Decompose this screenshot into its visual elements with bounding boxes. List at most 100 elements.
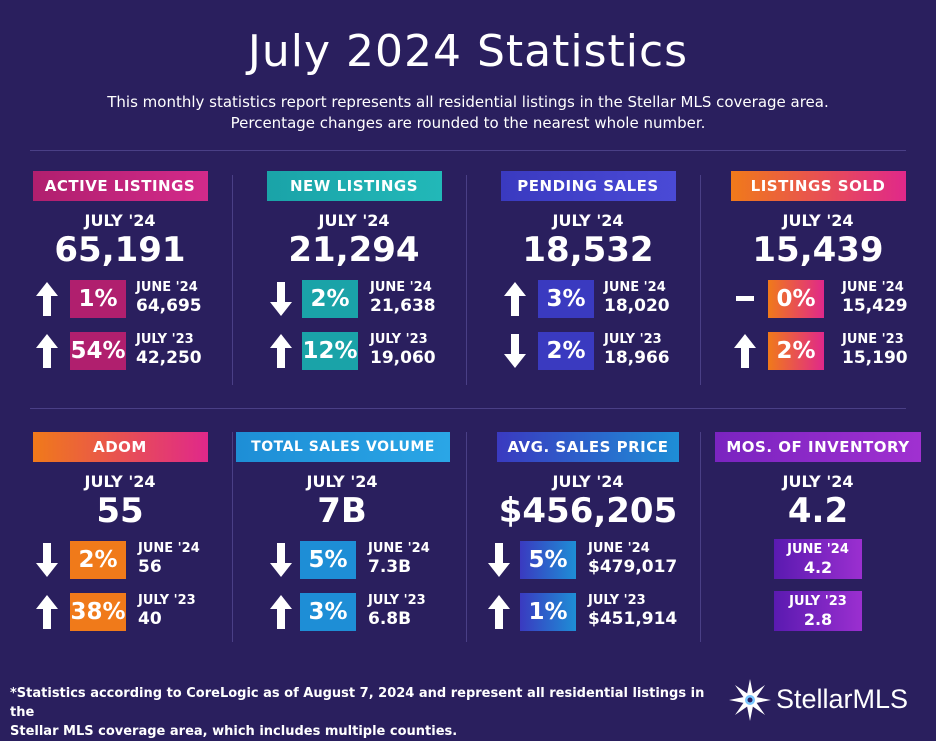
- comparison-value: JULY '23 18,966: [604, 332, 670, 368]
- divider-col-5: [466, 432, 467, 642]
- comparison-period: JUNE '24: [604, 280, 666, 295]
- card-label: ADOM: [32, 432, 208, 462]
- card-period: JULY '24: [782, 472, 854, 491]
- footnote-line-1: *Statistics according to CoreLogic as of…: [10, 686, 705, 720]
- comparison-row: 3% JUNE '24 18,020: [482, 278, 694, 318]
- arrow-up-icon: [270, 595, 292, 629]
- comparison-value: JUNE '23 15,190: [842, 332, 908, 368]
- card-active-listings: ACTIVE LISTINGS JULY '24 65,191 1% JUNE …: [14, 171, 226, 370]
- comparison-number: 6.8B: [368, 609, 412, 629]
- comparison-row: 2% JUNE '24 21,638: [248, 278, 460, 318]
- comparison-number: 56: [138, 557, 162, 577]
- comparison-number: 15,190: [842, 348, 908, 368]
- arrow-up-icon: [488, 595, 510, 629]
- comparison-row: 5% JUNE '24 7.3B: [236, 539, 448, 579]
- logo-text: StellarMLS: [776, 684, 909, 714]
- card-period: JULY '24: [306, 472, 378, 491]
- card-label: LISTINGS SOLD: [730, 171, 906, 201]
- divider-col-1: [232, 175, 233, 385]
- comparison-number: 40: [138, 609, 162, 629]
- comparison-period: JUNE '24: [588, 541, 650, 556]
- comparison-period: JUNE '23: [842, 332, 904, 347]
- comparison-number: 2.8: [803, 610, 833, 629]
- comparison-value: JULY '23 42,250: [136, 332, 202, 368]
- comparison-number: 18,966: [604, 348, 670, 368]
- arrow-down-icon: [36, 543, 58, 577]
- percent-change-badge: 1%: [520, 593, 576, 631]
- comparison-number: 64,695: [136, 296, 202, 316]
- comparison-number: 7.3B: [368, 557, 412, 577]
- card-value: $456,205: [498, 491, 678, 531]
- arrow-up-icon: [270, 334, 292, 368]
- comparison-period: JUNE '24: [370, 280, 432, 295]
- card-value: 65,191: [54, 230, 186, 270]
- comparison-value: JULY '23 19,060: [370, 332, 436, 368]
- arrow-up-icon: [36, 595, 58, 629]
- comparison-row: 2% JUNE '23 15,190: [712, 330, 924, 370]
- comparison-number: $451,914: [588, 609, 678, 629]
- percent-change-badge: 5%: [300, 541, 356, 579]
- comparison-row: 1% JUNE '24 64,695: [14, 278, 226, 318]
- comparison-period: JULY '23: [368, 593, 426, 608]
- arrow-up-icon: [504, 282, 526, 316]
- comparison-box-prior-year: JULY '23 2.8: [774, 591, 862, 631]
- comparison-period: JULY '23: [138, 593, 196, 608]
- comparison-row: 5% JUNE '24 $479,017: [482, 539, 694, 579]
- comparison-row: 0% JUNE '24 15,429: [712, 278, 924, 318]
- percent-change-badge: 3%: [538, 280, 594, 318]
- comparison-value: JULY '23 6.8B: [368, 593, 426, 629]
- card-period: JULY '24: [782, 211, 854, 230]
- percent-change-badge: 2%: [768, 332, 824, 370]
- comparison-row: 54% JULY '23 42,250: [14, 330, 226, 370]
- percent-change-badge: 54%: [70, 332, 126, 370]
- card-label: AVG. SALES PRICE: [497, 432, 679, 462]
- arrow-up-icon: [734, 334, 756, 368]
- comparison-period: JUNE '24: [136, 280, 198, 295]
- arrow-down-icon: [504, 334, 526, 368]
- divider-col-3: [700, 175, 701, 385]
- card-pending-sales: PENDING SALES JULY '24 18,532 3% JUNE '2…: [482, 171, 694, 370]
- card-label: TOTAL SALES VOLUME: [236, 432, 450, 462]
- comparison-number: 19,060: [370, 348, 436, 368]
- divider-top: [30, 150, 906, 151]
- comparison-box-prior-month: JUNE '24 4.2: [774, 539, 862, 579]
- arrow-down-icon: [270, 282, 292, 316]
- comparison-number: 15,429: [842, 296, 908, 316]
- comparison-period: JULY '23: [789, 594, 847, 609]
- comparison-period: JULY '23: [588, 593, 646, 608]
- card-label: PENDING SALES: [500, 171, 676, 201]
- percent-change-badge: 2%: [70, 541, 126, 579]
- comparison-value: JUNE '24 21,638: [370, 280, 436, 316]
- card-value: 21,294: [288, 230, 420, 270]
- comparison-period: JULY '23: [604, 332, 662, 347]
- card-period: JULY '24: [552, 472, 624, 491]
- comparison-value: JUNE '24 56: [138, 541, 200, 577]
- comparison-value: JULY '23 $451,914: [588, 593, 677, 629]
- card-period: JULY '24: [84, 211, 156, 230]
- subtitle-line-1: This monthly statistics report represent…: [107, 93, 829, 111]
- comparison-row: 3% JULY '23 6.8B: [236, 591, 448, 631]
- comparison-number: 18,020: [604, 296, 670, 316]
- arrow-up-icon: [36, 282, 58, 316]
- starburst-icon: [729, 679, 771, 721]
- divider-col-2: [466, 175, 467, 385]
- percent-change-badge: 1%: [70, 280, 126, 318]
- comparison-value: JUNE '24 15,429: [842, 280, 908, 316]
- divider-col-4: [232, 432, 233, 642]
- page-subtitle: This monthly statistics report represent…: [0, 92, 936, 134]
- divider-col-6: [700, 432, 701, 642]
- comparison-period: JUNE '24: [138, 541, 200, 556]
- comparison-number: 4.2: [803, 558, 833, 577]
- percent-change-badge: 0%: [768, 280, 824, 318]
- comparison-value: JUNE '24 $479,017: [588, 541, 677, 577]
- card-value: 7B: [317, 491, 367, 531]
- comparison-period: JULY '23: [136, 332, 194, 347]
- comparison-value: JUNE '24 64,695: [136, 280, 202, 316]
- comparison-value: JULY '23 40: [138, 593, 196, 629]
- comparison-value: JUNE '24 18,020: [604, 280, 670, 316]
- stellar-mls-logo: StellarMLS: [728, 676, 928, 724]
- card-avg-sales-price: AVG. SALES PRICE JULY '24 $456,205 5% JU…: [482, 432, 694, 631]
- comparison-number: $479,017: [588, 557, 678, 577]
- comparison-period: JULY '23: [370, 332, 428, 347]
- card-label: NEW LISTINGS: [266, 171, 442, 201]
